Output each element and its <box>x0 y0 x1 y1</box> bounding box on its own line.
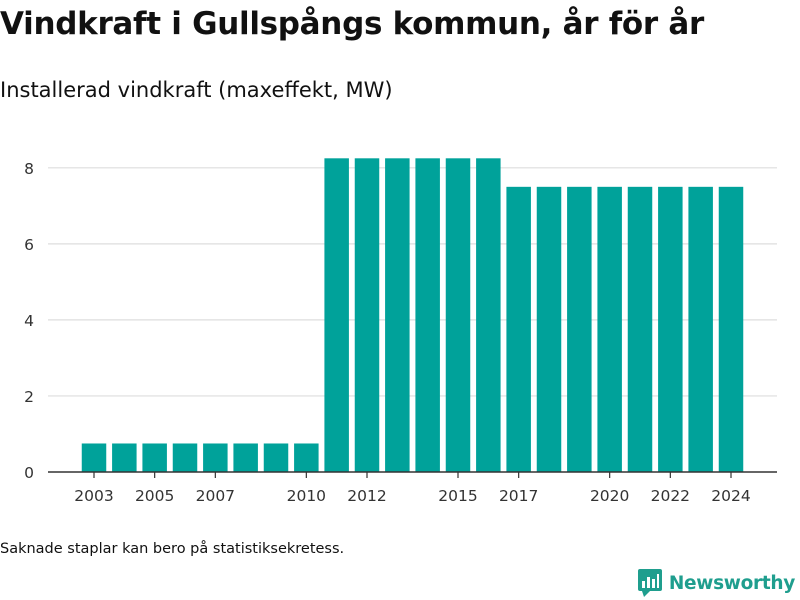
bar-2021 <box>627 186 653 473</box>
bars <box>81 158 744 473</box>
x-tick-label: 2003 <box>74 487 113 505</box>
bar-2006 <box>172 443 198 472</box>
x-tick-label: 2010 <box>287 487 326 505</box>
axes: 0 2 4 6 8 2003 2005 2007 2010 2012 2015 2017 2020 202… <box>24 160 777 505</box>
chart-subtitle: Installerad vindkraft (maxeffekt, MW) <box>0 78 393 102</box>
bar-2015 <box>445 158 471 472</box>
y-tick-label: 0 <box>24 464 34 482</box>
bar-2022 <box>658 186 683 473</box>
brand-name: Newsworthy <box>668 572 795 594</box>
bar-2007 <box>203 443 228 472</box>
bar-2019 <box>567 186 592 473</box>
y-tick-label: 2 <box>24 388 34 406</box>
bar-2004 <box>112 443 137 472</box>
bar-2023 <box>688 186 713 473</box>
x-tick-label: 2024 <box>711 487 750 505</box>
bar-2011 <box>324 158 349 472</box>
bar-2013 <box>385 158 410 472</box>
bar-2017 <box>506 186 531 473</box>
x-tick-label: 2015 <box>438 487 477 505</box>
x-tick-label: 2020 <box>590 487 629 505</box>
bar-2016 <box>476 158 501 472</box>
y-tick-label: 6 <box>24 236 34 254</box>
bar-2014 <box>415 158 440 472</box>
bar-2003 <box>81 443 107 472</box>
bar-2020 <box>597 186 622 473</box>
chart-title: Vindkraft i Gullspångs kommun, år för år <box>0 6 704 42</box>
y-tick-label: 8 <box>24 160 34 178</box>
x-tick-label: 2012 <box>347 487 386 505</box>
bar-chart: 0 2 4 6 8 2003 2005 2007 2010 2012 2015 2017 2020 202… <box>24 158 777 505</box>
bar-2018 <box>536 186 562 473</box>
bar-2005 <box>142 443 167 472</box>
gridlines <box>48 167 777 397</box>
x-tick-label: 2005 <box>135 487 174 505</box>
x-tick-label: 2007 <box>196 487 235 505</box>
x-tick-label: 2017 <box>499 487 538 505</box>
bar-2012 <box>354 158 380 472</box>
brand[interactable]: Newsworthy <box>637 569 795 597</box>
bar-2024 <box>718 186 744 473</box>
x-tick-label: 2022 <box>651 487 690 505</box>
bar-2010 <box>294 443 319 472</box>
bar-2009 <box>263 443 289 472</box>
bar-2008 <box>233 443 258 472</box>
newsworthy-logo-icon <box>637 569 662 597</box>
y-tick-label: 4 <box>24 312 34 330</box>
footnote: Saknade staplar kan bero på statistiksek… <box>0 541 345 557</box>
